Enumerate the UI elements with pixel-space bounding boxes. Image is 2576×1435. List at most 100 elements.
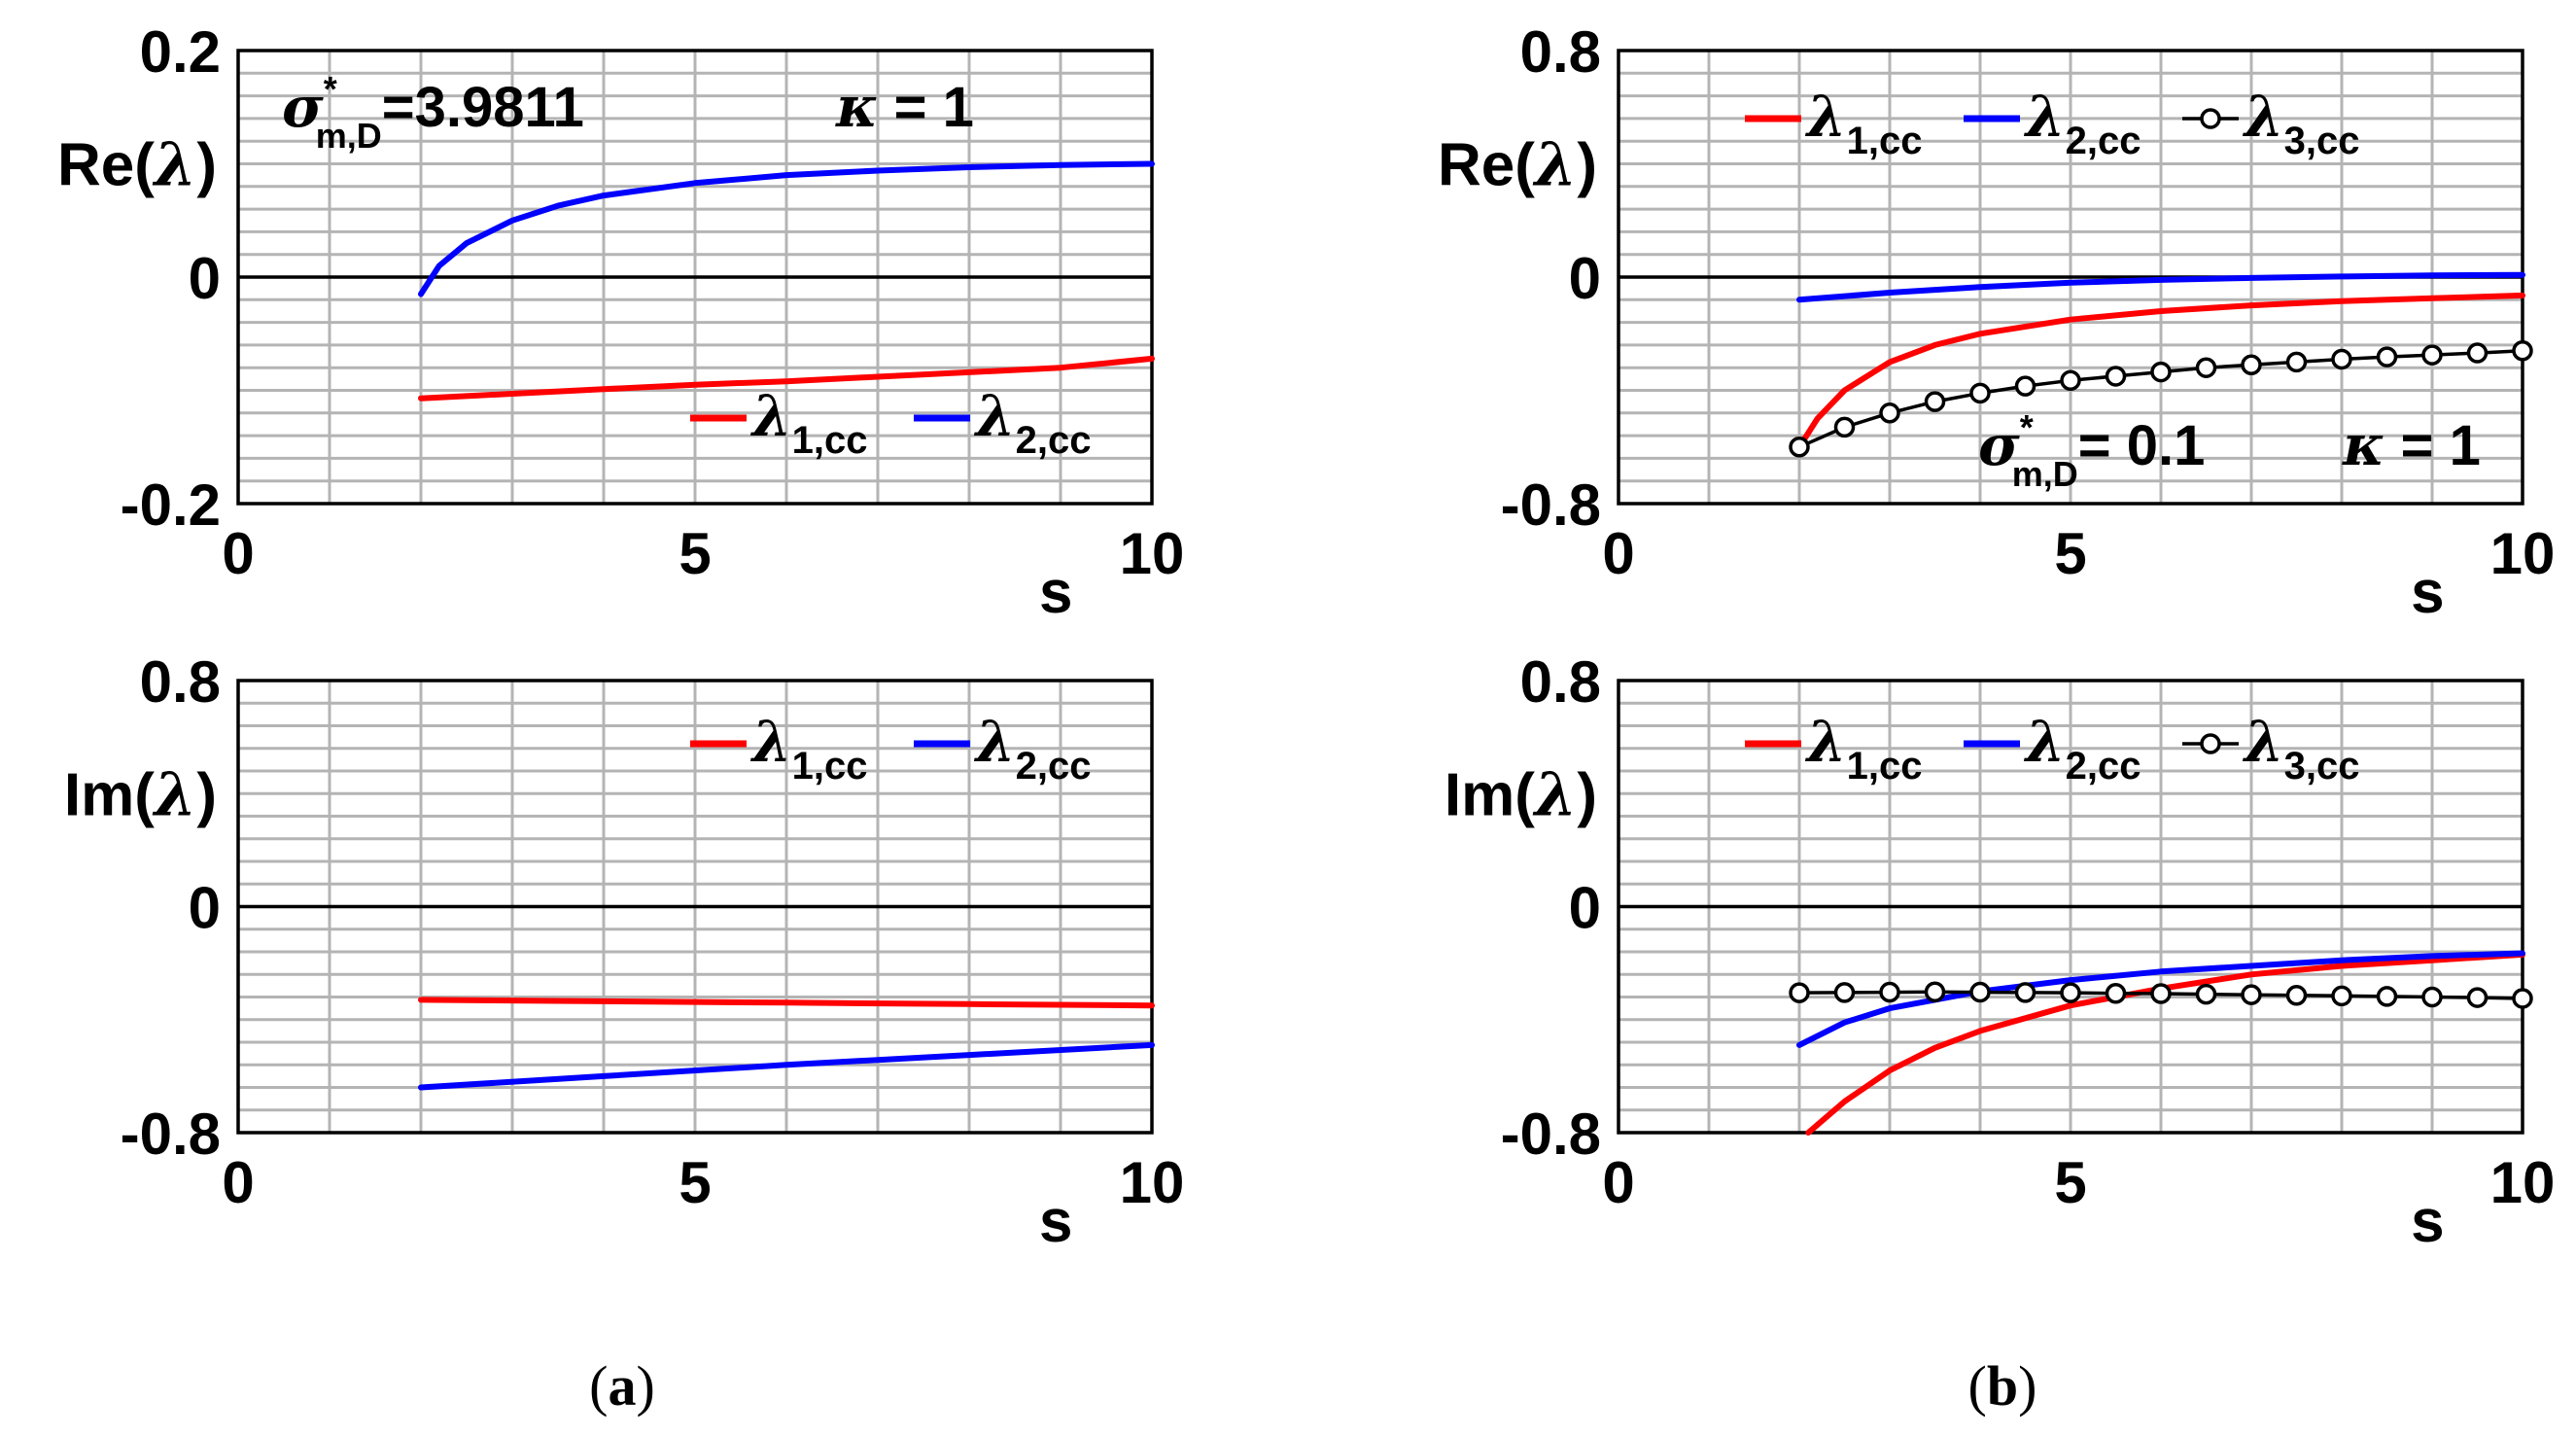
axes-frame — [1617, 679, 2524, 1135]
y-tick-label: 0.8 — [1520, 19, 1601, 85]
axes-frame — [236, 49, 1154, 506]
x-tick-label: 10 — [2490, 521, 2556, 586]
data-point — [2014, 375, 2036, 397]
data-point — [1879, 402, 1900, 424]
data-point — [1969, 981, 1991, 1003]
legend: λ1,cc λ2,cc — [690, 383, 1092, 462]
data-point — [2105, 366, 2127, 387]
y-tick-label: 0 — [189, 876, 221, 941]
panel-caption-a: (a) — [589, 1354, 655, 1418]
legend: λ1,cc λ2,cc — [690, 709, 1092, 788]
y-tick-label: -0.8 — [1501, 472, 1601, 538]
legend-label-1: λ1,cc — [749, 383, 868, 462]
y-tick-label: 0 — [189, 246, 221, 311]
legend-marker — [2200, 733, 2221, 754]
x-axis-label: s — [2411, 1188, 2444, 1255]
data-point — [2060, 369, 2081, 392]
series-line-1 — [418, 355, 1155, 402]
data-point — [1924, 391, 1946, 412]
y-tick-label: -0.2 — [121, 472, 221, 538]
data-point — [2060, 982, 2081, 1003]
x-axis-label: s — [1039, 559, 1072, 626]
series-line-2 — [418, 160, 1155, 298]
panel-caption-b: (b) — [1968, 1354, 2037, 1418]
data-point — [2150, 361, 2172, 383]
data-point — [1789, 982, 1810, 1003]
y-tick-label: -0.8 — [121, 1102, 221, 1167]
data-point — [2150, 983, 2172, 1004]
x-tick-label: 5 — [679, 1150, 711, 1215]
data-point — [2195, 357, 2217, 378]
x-axis-label: s — [1039, 1188, 1072, 1255]
data-point — [1969, 382, 1991, 404]
legend-label-1: λ1,cc — [1804, 84, 1923, 162]
data-point — [1924, 981, 1946, 1003]
y-axis-label: Re(λ) — [1438, 129, 1597, 200]
data-point — [2285, 985, 2308, 1006]
data-point — [1879, 981, 1900, 1003]
series-line-1 — [1805, 951, 2525, 1136]
legend-label-2: λ2,cc — [2023, 84, 2141, 162]
data-point — [1833, 416, 1856, 438]
annotation-2: κ = 1 — [2342, 412, 2481, 478]
y-axis-label: Im(λ) — [1445, 758, 1597, 829]
legend-label-2: λ2,cc — [973, 383, 1092, 462]
data-point — [2241, 354, 2262, 376]
data-point — [2512, 339, 2533, 362]
data-point — [2376, 986, 2398, 1007]
annotation-1: σ* m,D= 0.1 — [1978, 407, 2205, 494]
legend: λ1,cc λ2,cc λ3,cc — [1745, 709, 2360, 788]
y-tick-label: 0.2 — [140, 19, 221, 85]
data-point — [2376, 346, 2398, 368]
x-axis-label: s — [2411, 559, 2444, 626]
legend-label-2: λ2,cc — [973, 709, 1092, 788]
legend: λ1,cc λ2,cc λ3,cc — [1745, 84, 2360, 162]
series-line-1 — [418, 997, 1155, 1009]
x-tick-label: 0 — [222, 521, 254, 586]
y-tick-label: 0.8 — [1520, 649, 1601, 715]
data-point — [2195, 983, 2217, 1005]
series-line-2 — [1796, 271, 2525, 303]
series-line-2 — [418, 1041, 1155, 1091]
legend-label-1: λ1,cc — [1804, 709, 1923, 788]
axes-frame — [236, 679, 1154, 1135]
data-point — [1833, 982, 1856, 1003]
y-tick-label: -0.8 — [1501, 1102, 1601, 1167]
x-tick-label: 10 — [1120, 1150, 1185, 1215]
x-tick-label: 0 — [1602, 1150, 1634, 1215]
data-point — [2331, 348, 2352, 370]
legend-label-2: λ2,cc — [2023, 709, 2141, 788]
data-point — [2512, 988, 2533, 1009]
series-line-2 — [1796, 950, 2525, 1048]
data-point — [2285, 351, 2308, 373]
data-point — [2014, 982, 2036, 1003]
data-point — [2105, 982, 2127, 1004]
y-axis-label: Im(λ) — [64, 758, 217, 829]
data-point — [2421, 986, 2443, 1008]
data-point — [2241, 984, 2262, 1005]
data-point — [2466, 342, 2489, 364]
legend-label-1: λ1,cc — [749, 709, 868, 788]
y-tick-label: 0.8 — [140, 649, 221, 715]
x-tick-label: 10 — [2490, 1150, 2556, 1215]
x-tick-label: 5 — [679, 521, 711, 586]
annotation-1: σ* m,D=3.9811 — [282, 69, 584, 156]
data-point — [2466, 987, 2489, 1008]
data-point — [2331, 985, 2352, 1007]
x-tick-label: 5 — [2054, 1150, 2086, 1215]
data-point — [1789, 437, 1810, 458]
annotation-2: κ = 1 — [835, 74, 974, 140]
x-tick-label: 0 — [222, 1150, 254, 1215]
y-axis-label: Re(λ) — [57, 129, 217, 200]
series-line-1 — [1796, 292, 2525, 450]
x-tick-label: 0 — [1602, 521, 1634, 586]
x-tick-label: 10 — [1120, 521, 1185, 586]
x-tick-label: 5 — [2054, 521, 2086, 586]
legend-label-3: λ3,cc — [2242, 84, 2360, 162]
legend-marker — [2200, 108, 2221, 129]
